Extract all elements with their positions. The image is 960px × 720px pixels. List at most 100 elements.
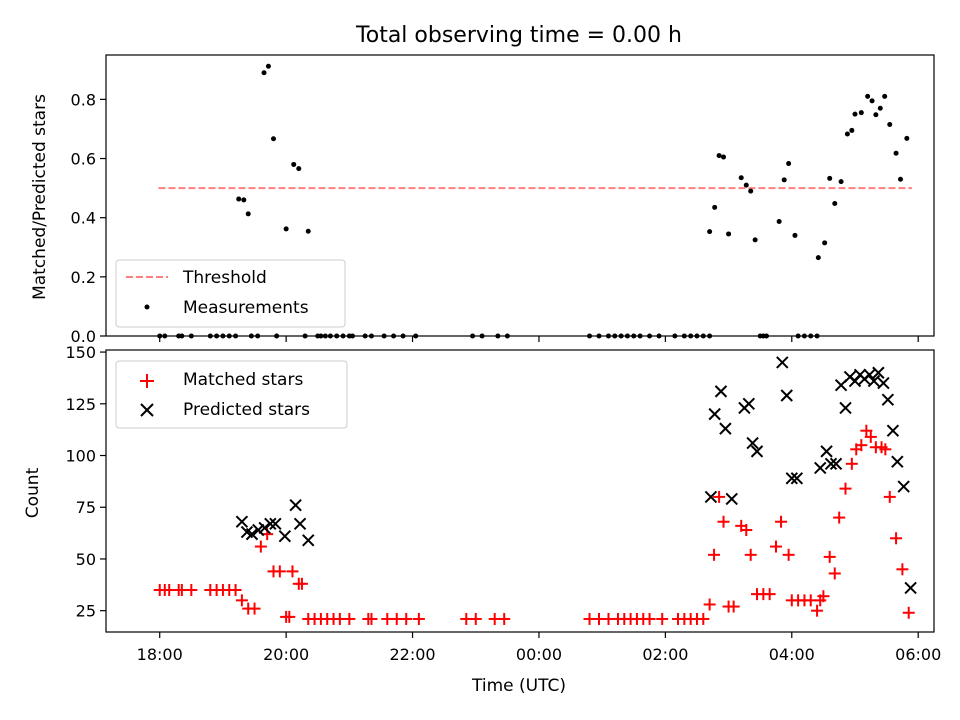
matched-star-point — [864, 430, 877, 443]
measurement-point — [844, 131, 850, 137]
matched-star-point — [883, 490, 896, 503]
predicted-star-point — [289, 498, 302, 512]
predicted-star-point — [886, 424, 900, 437]
bottom-y-tick-label: 150 — [65, 343, 96, 362]
measurement-point — [726, 231, 732, 237]
predicted-star-point — [780, 389, 793, 402]
measurement-point — [904, 135, 910, 141]
matched-star-point — [833, 511, 846, 524]
predicted-star-point — [776, 356, 789, 369]
predicted-star-point — [881, 393, 895, 406]
matched-star-point — [365, 612, 378, 625]
predicted-star-point — [814, 461, 827, 475]
predicted-star-point — [258, 521, 271, 535]
legend-matched-label: Matched stars — [183, 370, 303, 390]
measurement-point — [849, 127, 855, 133]
predicted-star-point — [302, 534, 315, 547]
top-legend: Threshold Measurements — [115, 259, 346, 328]
bottom-y-tick-label: 125 — [65, 395, 96, 414]
bottom-panel: 25 50 75 100 125 150 18:00 20:00 22:00 00:00 02:00… — [23, 343, 941, 696]
top-y-axis-label: Matched/Predicted stars — [30, 94, 50, 300]
measurement-point — [721, 154, 727, 160]
matched-star-point — [273, 565, 286, 578]
matched-star-point — [343, 612, 356, 625]
bottom-x-tick-label: 00:00 — [516, 645, 562, 664]
bottom-y-tick-label: 25 — [76, 602, 96, 621]
top-panel-frame — [105, 54, 935, 337]
matched-star-point — [697, 612, 710, 625]
matched-star-point — [412, 612, 425, 625]
predicted-star-point — [245, 527, 259, 541]
measurement-point — [236, 196, 242, 202]
measurement-point — [815, 255, 821, 261]
measurement-point — [716, 153, 722, 159]
matched-star-point — [823, 550, 836, 563]
legend-threshold-label: Threshold — [182, 268, 267, 288]
matched-star-point — [782, 548, 795, 561]
top-y-tick-label: 0.6 — [71, 150, 96, 169]
bottom-x-tick-label: 22:00 — [389, 645, 435, 664]
matched-star-point — [283, 610, 296, 623]
matched-star-point — [769, 540, 782, 553]
matched-star-point — [643, 612, 656, 625]
predicted-star-point — [746, 436, 759, 450]
measurement-point — [865, 93, 871, 99]
measurement-point — [822, 240, 828, 246]
matched-star-point — [185, 584, 198, 596]
predicted-star-point — [829, 457, 843, 471]
matched-star-point — [713, 490, 726, 503]
predicted-star-point — [897, 480, 910, 493]
measurement-point — [245, 211, 251, 217]
measurement-point — [869, 98, 875, 104]
matched-star-point — [740, 524, 753, 536]
measurement-point — [738, 175, 744, 181]
bottom-x-tick-label: 20:00 — [263, 645, 309, 664]
matched-star-point — [656, 612, 669, 625]
legend-predicted-label: Predicted stars — [183, 400, 310, 420]
measurement-point — [707, 229, 713, 235]
measurement-point — [882, 93, 888, 99]
predicted-star-point — [293, 517, 307, 531]
top-panel: 0.00.20.40.60.8 Matched/Predicted stars … — [30, 54, 935, 346]
matched-star-point — [860, 424, 873, 437]
predicted-star-point — [872, 366, 885, 379]
predicted-star-point — [785, 472, 798, 485]
bottom-x-tick-label: 02:00 — [642, 645, 688, 664]
measurement-point — [887, 122, 893, 128]
matched-star-point — [763, 588, 776, 601]
measurement-point — [827, 175, 833, 181]
matched-star-point — [811, 604, 824, 617]
predicted-star-point — [264, 517, 277, 531]
matched-star-point — [229, 584, 242, 596]
measurement-point — [283, 226, 289, 232]
predicted-star-point — [839, 401, 852, 415]
measurement-point — [776, 219, 782, 225]
bottom-legend-box — [115, 360, 348, 429]
top-y-tick-label: 0.2 — [71, 268, 96, 287]
matched-star-point — [469, 612, 482, 625]
predicted-star-point — [704, 490, 718, 504]
matched-star-point — [902, 606, 915, 619]
predicted-star-point — [867, 374, 881, 388]
matched-star-point — [744, 548, 757, 561]
matched-star-point — [890, 532, 903, 545]
predicted-star-point — [877, 376, 890, 390]
predicted-star-point — [714, 385, 728, 398]
x-axis-label: Time (UTC) — [471, 676, 566, 696]
bottom-x-tick-label: 18:00 — [137, 645, 183, 664]
measurement-point — [838, 179, 844, 185]
measurement-point — [712, 204, 718, 210]
matched-star-point — [295, 577, 308, 590]
matched-star-point — [703, 598, 716, 611]
matched-star-point — [855, 439, 868, 452]
predicted-star-point — [742, 397, 756, 411]
legend-measurements-label: Measurements — [183, 298, 309, 318]
measurement-point — [893, 150, 899, 156]
legend-measurements-swatch — [144, 304, 150, 310]
legend-predicted-swatch — [140, 403, 154, 417]
predicted-star-point — [904, 581, 917, 595]
measurement-point — [752, 237, 758, 243]
predicted-star-point — [891, 455, 904, 468]
predicted-star-point — [824, 457, 838, 471]
